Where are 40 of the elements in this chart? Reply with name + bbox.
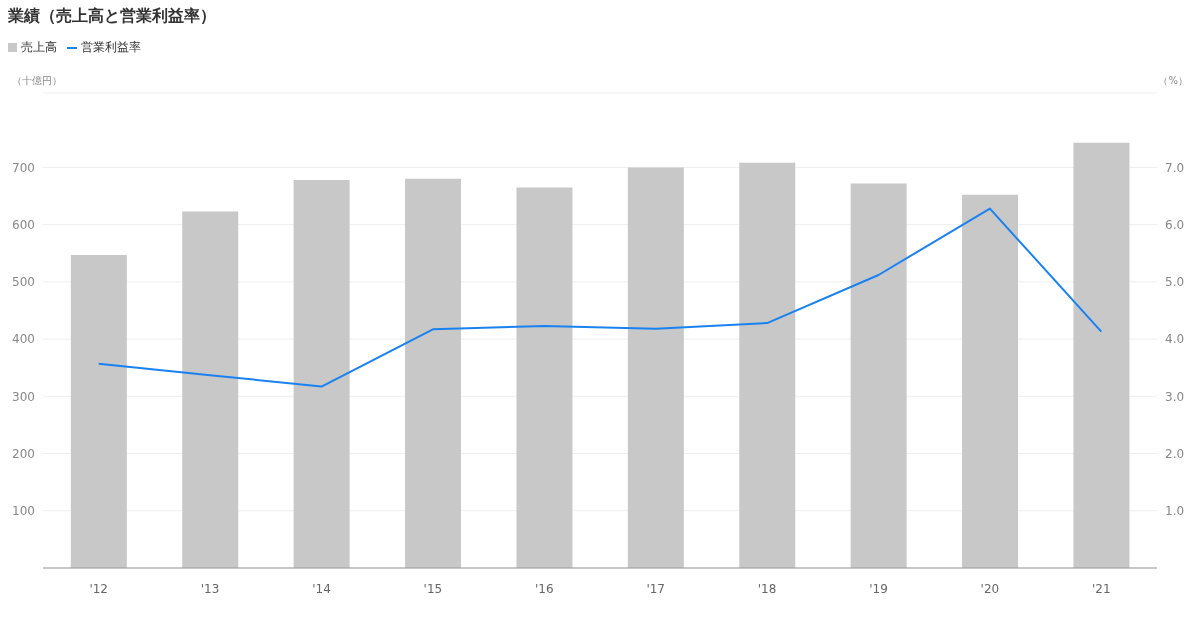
bar — [70, 254, 127, 568]
x-tick-label: '13 — [200, 581, 220, 596]
x-tick-label: '15 — [423, 581, 443, 596]
y-tick-label: 200 — [12, 446, 35, 461]
y2-tick-label: 6.0 — [1165, 217, 1185, 232]
x-tick-label: '17 — [646, 581, 665, 596]
x-tick-label: '12 — [89, 581, 108, 596]
y-tick-label: 100 — [12, 504, 35, 519]
bar — [739, 162, 796, 568]
bar — [850, 183, 907, 568]
y2-tick-label: 5.0 — [1165, 275, 1185, 290]
x-tick-label: '20 — [980, 581, 1000, 596]
x-tick-label: '18 — [757, 581, 777, 596]
y-tick-label: 500 — [12, 275, 35, 290]
bar — [182, 211, 239, 568]
x-tick-label: '19 — [869, 581, 888, 596]
y2-tick-label: 3.0 — [1165, 389, 1185, 404]
x-tick-label: '21 — [1092, 581, 1111, 596]
y-tick-label: 700 — [12, 160, 35, 175]
legend-label: 売上高 — [20, 39, 57, 56]
y2-tick-label: 4.0 — [1165, 332, 1185, 347]
bar — [962, 194, 1019, 568]
bar — [627, 167, 684, 568]
bar — [293, 179, 350, 568]
chart-title: 業績（売上高と営業利益率） — [8, 6, 217, 27]
bar — [405, 178, 462, 568]
y-tick-label: 600 — [12, 217, 35, 232]
x-tick-label: '14 — [312, 581, 331, 596]
y-tick-label: 300 — [12, 389, 35, 404]
bar — [1073, 142, 1130, 568]
y2-axis-title: （%） — [1158, 74, 1188, 88]
y2-tick-label: 1.0 — [1165, 504, 1185, 519]
y-tick-label: 400 — [12, 332, 35, 347]
bar — [516, 187, 573, 568]
line-series — [97, 207, 1103, 388]
x-tick-label: '16 — [535, 581, 554, 596]
legend-label: 営業利益率 — [80, 39, 141, 56]
y2-tick-label: 7.0 — [1165, 160, 1185, 175]
y-axis-title: （十億円） — [12, 74, 62, 88]
y2-tick-label: 2.0 — [1165, 446, 1185, 461]
